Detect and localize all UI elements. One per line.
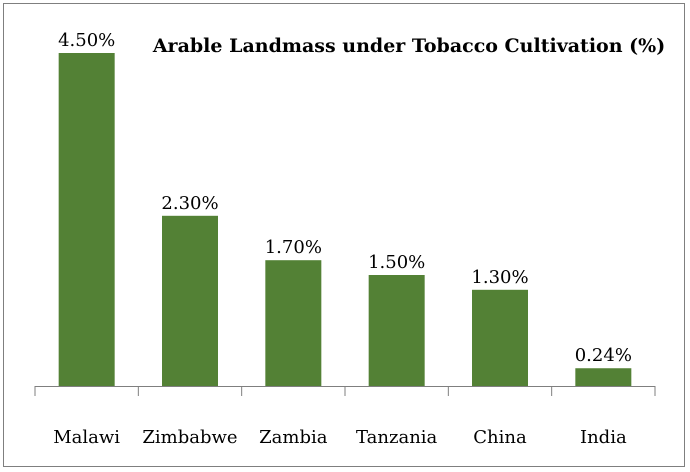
x-tick-label-zimbabwe: Zimbabwe bbox=[142, 427, 237, 448]
bar-china bbox=[472, 289, 528, 386]
x-tick-labels-group: Malawi Zimbabwe Zambia Tanzania China India bbox=[53, 427, 627, 448]
x-tick-label-india: India bbox=[580, 427, 627, 448]
chart-frame bbox=[3, 3, 685, 467]
data-label-zimbabwe: 2.30% bbox=[161, 193, 218, 214]
bar-malawi bbox=[58, 53, 115, 386]
x-tick-label-zambia: Zambia bbox=[259, 427, 328, 448]
bar-india bbox=[575, 368, 632, 386]
data-label-china: 1.30% bbox=[471, 267, 528, 288]
bar-zambia bbox=[265, 260, 322, 386]
chart-title: Arable Landmass under Tobacco Cultivatio… bbox=[152, 35, 665, 57]
x-tick-label-malawi: Malawi bbox=[53, 427, 120, 448]
x-tick-label-tanzania: Tanzania bbox=[356, 427, 437, 448]
x-axis bbox=[34, 386, 656, 396]
bar-zimbabwe bbox=[162, 215, 218, 386]
data-label-india: 0.24% bbox=[575, 345, 632, 366]
bar-tanzania bbox=[368, 275, 425, 386]
bars-group bbox=[58, 53, 632, 386]
data-labels-group: 4.50% 2.30% 1.70% 1.50% 1.30% 0.24% bbox=[58, 30, 632, 366]
data-label-zambia: 1.70% bbox=[265, 237, 322, 258]
data-label-tanzania: 1.50% bbox=[368, 252, 425, 273]
x-tick-label-china: China bbox=[473, 427, 527, 448]
data-label-malawi: 4.50% bbox=[58, 30, 115, 51]
